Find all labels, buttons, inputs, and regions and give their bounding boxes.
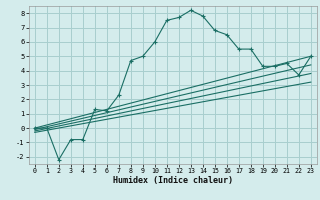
X-axis label: Humidex (Indice chaleur): Humidex (Indice chaleur) xyxy=(113,176,233,185)
